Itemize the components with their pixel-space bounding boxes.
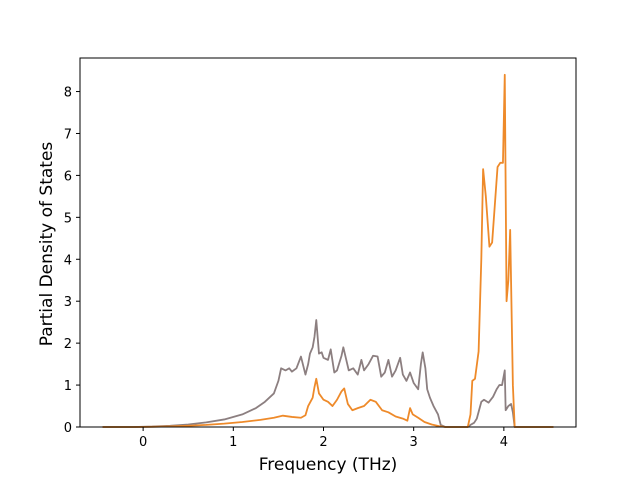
plot-area: [79, 57, 577, 428]
y-tick-label: 6: [64, 169, 72, 184]
y-axis-title: Partial Density of States: [37, 142, 57, 347]
pdos-series-line-1: [102, 319, 554, 428]
y-axis-ticks: 0 1 2 3 4 5 6 7 8: [64, 86, 80, 436]
x-axis-ticks: 0 1 2 3 4: [139, 427, 508, 450]
x-tick-label: 3: [410, 435, 418, 450]
x-axis-title: Frequency (THz): [259, 455, 398, 475]
y-tick-label: 0: [64, 421, 72, 436]
series-layer: [102, 73, 554, 428]
x-tick-label: 1: [229, 435, 237, 450]
y-tick-label: 3: [64, 295, 72, 310]
y-tick-label: 2: [64, 337, 72, 352]
y-tick-label: 7: [64, 127, 72, 142]
x-tick-label: 4: [500, 435, 508, 450]
x-tick-label: 2: [319, 435, 327, 450]
y-tick-label: 5: [64, 211, 72, 226]
plot-frame: [79, 57, 577, 428]
y-tick-label: 4: [64, 253, 72, 268]
pdos-series-line-2: [102, 73, 554, 428]
x-tick-label: 0: [139, 435, 147, 450]
y-tick-label: 8: [64, 86, 72, 101]
y-tick-label: 1: [64, 379, 72, 394]
